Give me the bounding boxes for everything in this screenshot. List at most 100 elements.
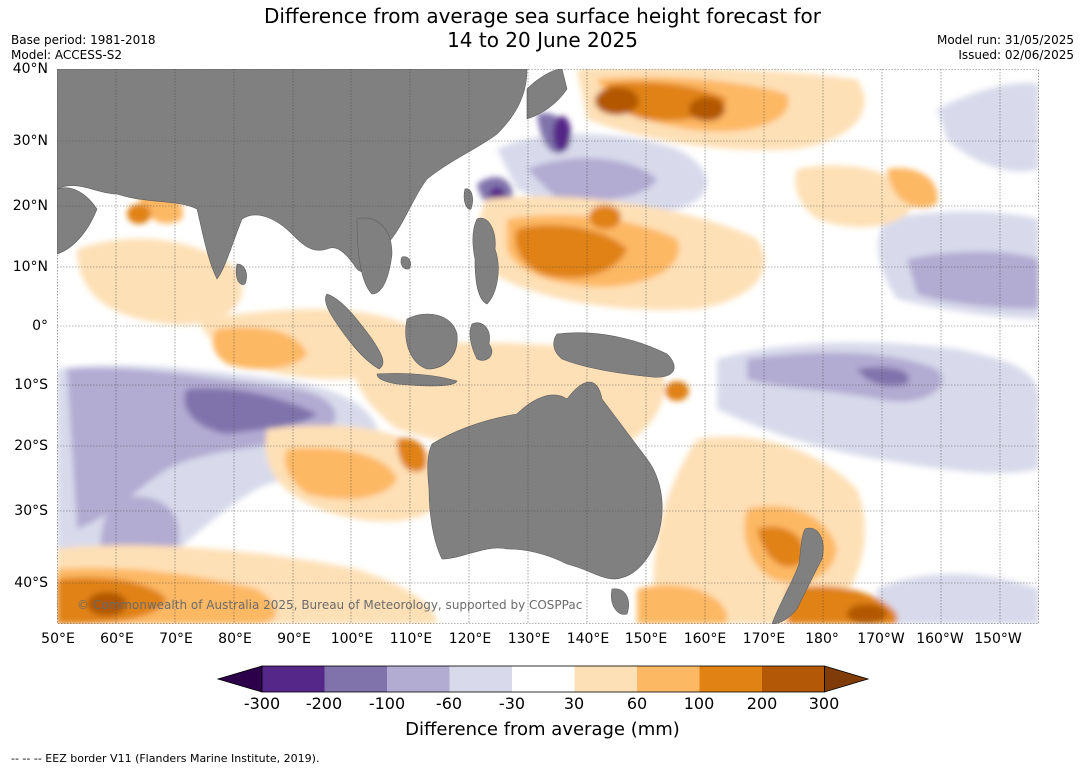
taiwan-landmass xyxy=(463,188,473,210)
lon-label: 100°E xyxy=(330,631,374,647)
lon-label: 170°E xyxy=(742,631,786,647)
indochina-landmass xyxy=(356,217,393,295)
title-line-2: 14 to 20 June 2025 xyxy=(447,28,638,52)
java-landmass xyxy=(376,373,458,387)
colorbar-tick: -300 xyxy=(243,694,281,713)
sulawesi-landmass xyxy=(469,322,493,361)
asia-landmass xyxy=(57,69,528,280)
lon-label: 150°W xyxy=(974,631,1022,647)
colorbar-outline xyxy=(261,665,825,693)
lat-label: 10°S xyxy=(14,377,48,393)
colorbar-tick: 100 xyxy=(683,694,715,713)
pos-anomaly-patch xyxy=(77,238,243,325)
sri-lanka-landmass xyxy=(235,263,247,285)
lon-label: 70°E xyxy=(159,631,193,647)
pos-anomaly-core xyxy=(127,204,151,224)
colorbar-segment xyxy=(262,666,325,692)
neg-anomaly-patch xyxy=(747,352,943,402)
colorbar-tick: -200 xyxy=(305,694,343,713)
colorbar-segment xyxy=(762,666,825,692)
lat-label: 10°N xyxy=(12,259,48,275)
colorbar-segment xyxy=(449,666,512,692)
philippines-landmass xyxy=(472,217,499,305)
lon-label: 140°E xyxy=(566,631,610,647)
colorbar-tick: 300 xyxy=(808,694,840,713)
colorbar-tick: 60 xyxy=(626,694,648,713)
lat-label: 0° xyxy=(32,318,48,334)
colorbar-tick: -30 xyxy=(498,694,526,713)
colorbar-segment xyxy=(512,666,575,692)
run-info: Model run: 31/05/2025 Issued: 02/06/2025 xyxy=(937,33,1074,63)
lon-label: 50°E xyxy=(41,631,75,647)
neg-anomaly-patch xyxy=(907,251,1039,309)
sumatra-landmass xyxy=(325,293,384,370)
colorbar-max-arrow xyxy=(824,665,870,693)
lat-label: 40°N xyxy=(12,61,48,77)
tasmania-landmass xyxy=(611,588,629,615)
lon-label: 180° xyxy=(805,631,839,647)
lon-label: 120°E xyxy=(448,631,492,647)
australia-landmass xyxy=(427,381,663,580)
forecast-map xyxy=(57,69,1039,624)
pos-anomaly-peak xyxy=(689,97,725,121)
pos-anomaly-core xyxy=(397,438,427,472)
new-guinea-landmass xyxy=(553,332,675,378)
lon-label: 110°E xyxy=(389,631,433,647)
map-border xyxy=(57,69,1039,624)
pos-anomaly-core xyxy=(589,205,621,229)
neg-anomaly-patch xyxy=(184,388,317,434)
lon-label: 160°E xyxy=(683,631,727,647)
colorbar-tick: 200 xyxy=(746,694,778,713)
issued-text: Issued: 02/06/2025 xyxy=(958,48,1074,62)
lon-label: 170°W xyxy=(857,631,905,647)
pos-anomaly-patch xyxy=(637,585,727,624)
land-masses xyxy=(57,69,824,624)
neg-anomaly-core xyxy=(553,116,571,152)
pos-anomaly-core xyxy=(665,381,689,401)
neg-anomaly-patch xyxy=(877,574,1039,624)
colorbar-min-arrow xyxy=(216,665,263,693)
lat-label: 20°S xyxy=(14,438,48,454)
lon-label: 150°E xyxy=(624,631,668,647)
pos-anomaly-patch xyxy=(285,447,397,499)
colorbar-segment xyxy=(637,666,700,692)
pos-anomaly-peak xyxy=(87,592,127,616)
anomaly-field xyxy=(57,69,1039,624)
lat-label: 30°S xyxy=(14,503,48,519)
pos-anomaly-patch xyxy=(212,327,307,370)
pos-anomaly-patch xyxy=(887,168,938,208)
copyright-credit: © Commonwealth of Australia 2025, Bureau… xyxy=(77,598,583,612)
lat-label: 40°S xyxy=(14,575,48,591)
colorbar-tick: 30 xyxy=(563,694,585,713)
borneo-landmass xyxy=(405,313,458,370)
pos-anomaly-peak xyxy=(847,604,887,624)
hainan-landmass xyxy=(400,256,411,270)
arabia-landmass xyxy=(57,187,98,255)
pos-anomaly-patch xyxy=(795,165,917,228)
lat-label: 20°N xyxy=(12,198,48,214)
lon-label: 60°E xyxy=(100,631,134,647)
colorbar-segment xyxy=(387,666,450,692)
base-period-text: Base period: 1981-2018 xyxy=(11,33,156,47)
model-info: Base period: 1981-2018 Model: ACCESS-S2 xyxy=(11,33,156,63)
graticule xyxy=(57,69,1039,624)
model-name-text: Model: ACCESS-S2 xyxy=(11,48,123,62)
new-zealand-landmass xyxy=(771,527,824,624)
colorbar-segment xyxy=(699,666,762,692)
colorbar-segment xyxy=(574,666,637,692)
lon-label: 90°E xyxy=(277,631,311,647)
eez-border-legend: -- -- -- EEZ border V11 (Flanders Marine… xyxy=(11,752,320,765)
pos-anomaly-core xyxy=(515,225,627,278)
colorbar-title: Difference from average (mm) xyxy=(405,719,680,740)
title-line-1: Difference from average sea surface heig… xyxy=(263,4,822,28)
map-canvas xyxy=(57,69,1039,624)
pos-anomaly-core xyxy=(757,526,806,567)
lon-label: 160°W xyxy=(916,631,964,647)
model-run-text: Model run: 31/05/2025 xyxy=(936,33,1074,47)
lon-label: 80°E xyxy=(218,631,252,647)
neg-anomaly-patch xyxy=(937,82,1039,172)
colorbar-segment xyxy=(324,666,387,692)
japan-landmass xyxy=(526,69,568,120)
colorbar-tick: -60 xyxy=(435,694,463,713)
lat-label: 30°N xyxy=(12,133,48,149)
